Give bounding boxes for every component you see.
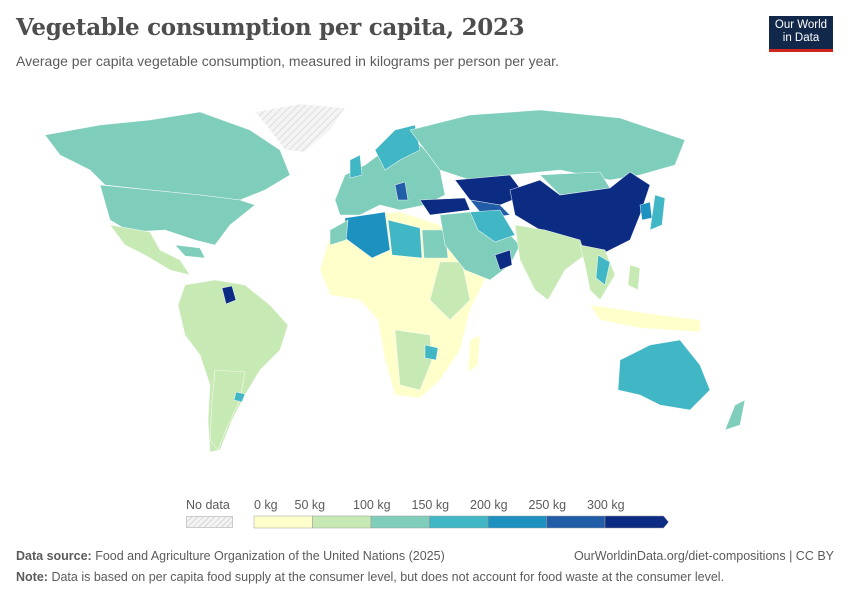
subtitle: Average per capita vegetable consumption… [16, 53, 559, 69]
page-title: Vegetable consumption per capita, 2023 [16, 14, 525, 41]
region-europe[interactable] [334, 134, 446, 216]
legend-no-data-swatch [186, 516, 233, 528]
owid-logo[interactable]: Our World in Data [769, 16, 833, 52]
region-africa[interactable] [319, 211, 491, 399]
data-source: Data source: Food and Agriculture Organi… [16, 549, 445, 563]
region-caribbean[interactable] [174, 244, 206, 259]
region-canada[interactable] [44, 111, 291, 201]
region-egypt[interactable] [421, 229, 449, 259]
region-morocco[interactable] [329, 219, 349, 246]
legend-color-bar [253, 515, 669, 529]
legend-bin-0[interactable] [253, 515, 313, 529]
region-madagascar[interactable] [467, 334, 481, 373]
note: Note: Data is based on per capita food s… [16, 570, 724, 584]
region-new-zealand[interactable] [724, 399, 746, 431]
note-text: Data is based on per capita food supply … [51, 570, 725, 584]
region-indonesia[interactable] [589, 304, 701, 333]
region-russia[interactable] [409, 109, 686, 181]
legend-bin-3[interactable] [429, 515, 489, 529]
legend-tick-4: 200 kg [470, 498, 508, 512]
region-turkey[interactable] [419, 197, 471, 216]
region-uruguay[interactable] [233, 391, 246, 403]
region-korea-japan[interactable] [639, 201, 653, 221]
region-libya[interactable] [387, 219, 423, 259]
region-australia[interactable] [617, 339, 711, 411]
logo-line-1: Our World [774, 19, 828, 31]
region-oman[interactable] [494, 249, 513, 271]
logo-line-2: in Data [782, 32, 820, 44]
region-guyana[interactable] [221, 285, 237, 305]
region-india[interactable] [514, 224, 586, 301]
region-vietnam[interactable] [595, 254, 611, 286]
note-label: Note: [16, 570, 48, 584]
source-text: Food and Agriculture Organization of the… [95, 549, 445, 563]
legend-tick-3: 150 kg [411, 498, 450, 512]
region-philippines[interactable] [627, 264, 641, 291]
region-argentina[interactable] [209, 369, 246, 451]
legend-tick-6: 300 kg [587, 498, 625, 512]
legend-bin-4[interactable] [487, 515, 547, 529]
map-legend: No data 0 kg 50 kg 100 kg 150 kg 200 kg 250 k… [180, 495, 670, 530]
region-scandinavia[interactable] [374, 124, 421, 171]
legend-no-data-label: No data [186, 498, 230, 512]
region-balkans[interactable] [394, 181, 409, 201]
source-label: Data source: [16, 549, 92, 563]
legend-tick-2: 100 kg [353, 498, 391, 512]
region-greenland[interactable] [254, 103, 346, 153]
region-uk[interactable] [349, 154, 363, 179]
region-southern-africa[interactable] [394, 329, 433, 391]
source-link[interactable]: OurWorldinData.org/diet-compositions | C… [573, 549, 834, 563]
region-mexico[interactable] [109, 224, 191, 276]
legend-tick-1: 50 kg [294, 498, 326, 512]
legend-tick-5: 250 kg [528, 498, 567, 512]
legend-bin-6[interactable] [604, 515, 669, 529]
region-zimbabwe[interactable] [424, 344, 439, 361]
legend-bin-2[interactable] [370, 515, 430, 529]
legend-bin-5[interactable] [546, 515, 606, 529]
legend-tick-0: 0 kg [254, 498, 278, 512]
region-japan[interactable] [649, 194, 666, 231]
region-south-america[interactable] [177, 279, 289, 453]
legend-bin-1[interactable] [312, 515, 372, 529]
region-iran[interactable] [469, 209, 516, 243]
world-map [44, 103, 746, 453]
